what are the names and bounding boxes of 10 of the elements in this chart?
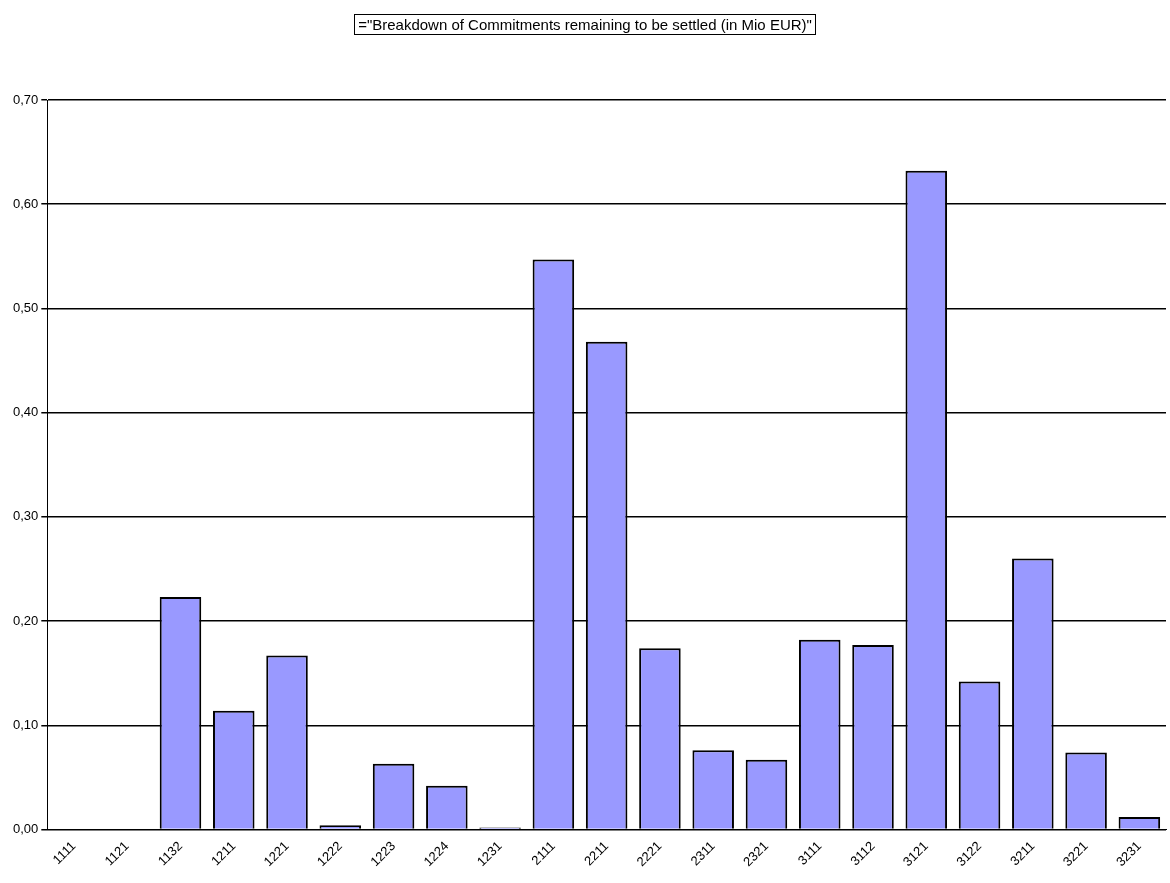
y-tick-label: 0,60 [12,195,39,211]
y-tick-label: 0,70 [12,91,39,107]
y-tick-label: 0,30 [12,508,39,524]
x-tick-label: 1111 [49,838,79,868]
chart-title: ="Breakdown of Commitments remaining to be settled (in Mio EUR)" [354,14,816,35]
y-tick-label: 0,50 [12,300,39,316]
y-tick-label: 0,10 [12,716,39,732]
y-tick-label: 0,20 [12,612,39,628]
y-tick-label: 0,40 [12,404,39,420]
y-tick-label: 0,00 [12,821,39,837]
